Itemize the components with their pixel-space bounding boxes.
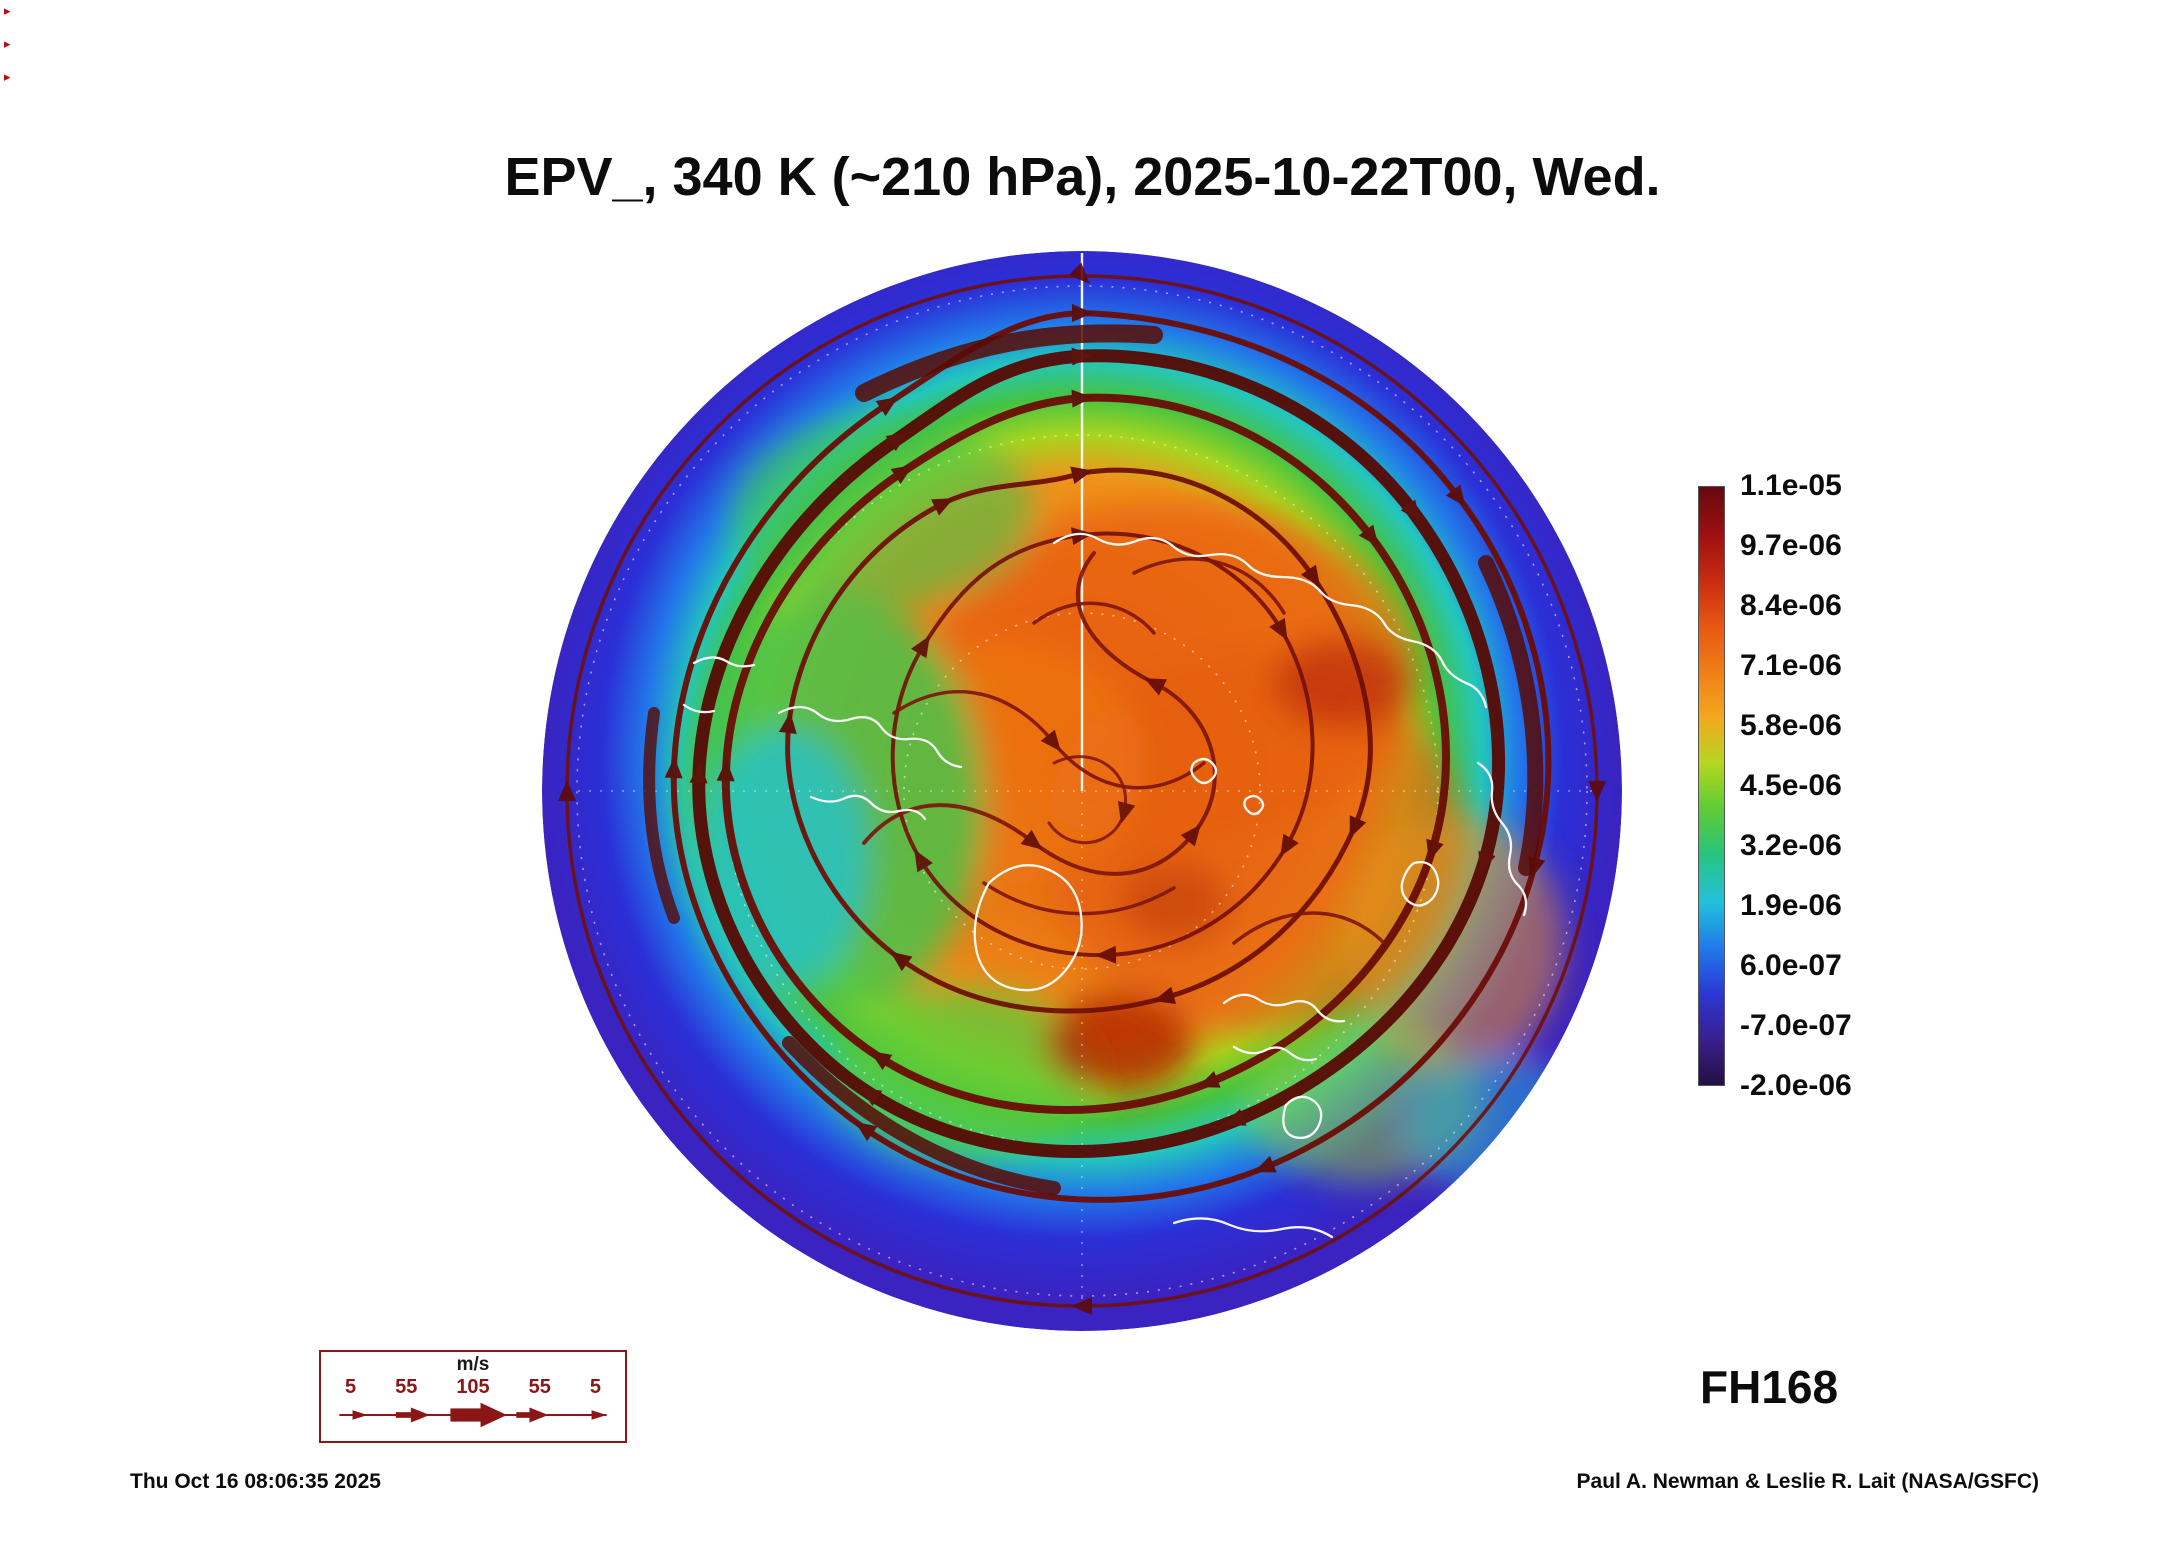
corner-artifact-marks: ▸ ▸ ▸ <box>4 4 34 83</box>
wind-speed-tick: 55 <box>395 1376 418 1398</box>
wind-speed-tick: 55 <box>528 1376 551 1398</box>
generated-timestamp: Thu Oct 16 08:06:35 2025 <box>130 1470 381 1493</box>
plot-title: EPV_, 340 K (~210 hPa), 2025-10-22T00, W… <box>504 147 1661 207</box>
credit-line: Paul A. Newman & Leslie R. Lait (NASA/GS… <box>1576 1470 2039 1493</box>
colorbar-labels: 1.1e-05 9.7e-06 8.4e-06 7.1e-06 5.8e-06 … <box>1740 469 1955 1102</box>
colorbar-tick-label: 1.1e-05 <box>1740 469 1842 502</box>
colorbar-tick-label: 9.7e-06 <box>1740 529 1842 562</box>
wind-unit-label: m/s <box>456 1354 490 1375</box>
colorbar-tick-label: 3.2e-06 <box>1740 829 1842 862</box>
colorbar: 1.1e-05 9.7e-06 8.4e-06 7.1e-06 5.8e-06 … <box>1698 469 1958 1102</box>
polar-map <box>534 243 1630 1339</box>
colorbar-tick-label: 8.4e-06 <box>1740 589 1842 622</box>
wind-speed-ticks: 5 55 105 55 5 <box>321 1376 625 1399</box>
coastlines <box>682 532 1528 1239</box>
wind-speed-tick: 5 <box>345 1376 357 1398</box>
wind-arrow-glyph <box>339 1402 607 1428</box>
wind-speed-tick: 105 <box>456 1376 490 1398</box>
wind-speed-legend: m/s 5 55 105 55 5 <box>319 1350 627 1443</box>
corner-mark-icon: ▸ <box>4 36 11 51</box>
colorbar-tick-label: 1.9e-06 <box>1740 889 1842 922</box>
colorbar-gradient <box>1698 486 1725 1086</box>
corner-mark-icon: ▸ <box>4 3 11 18</box>
corner-mark-icon: ▸ <box>4 69 11 84</box>
colorbar-tick-label: -7.0e-07 <box>1740 1009 1852 1042</box>
wind-speed-tick: 5 <box>589 1376 601 1398</box>
streamlines <box>567 274 1597 1306</box>
colorbar-tick-label: -2.0e-06 <box>1740 1069 1852 1102</box>
colorbar-tick-label: 6.0e-07 <box>1740 949 1842 982</box>
forecast-hour-label: FH168 <box>1700 1361 1839 1413</box>
colorbar-tick-label: 5.8e-06 <box>1740 709 1842 742</box>
colorbar-tick-label: 4.5e-06 <box>1740 769 1842 802</box>
epv-map-svg <box>542 251 1622 1331</box>
colorbar-tick-label: 7.1e-06 <box>1740 649 1842 682</box>
